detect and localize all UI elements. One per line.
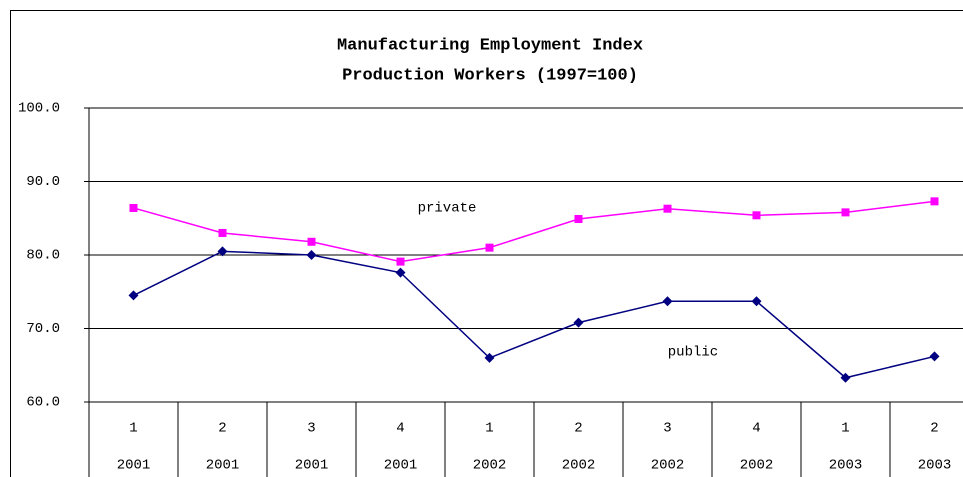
y-tick-label: 70.0	[26, 321, 60, 337]
x-group-label: 2003	[918, 458, 952, 474]
x-tick-label: 4	[396, 421, 404, 437]
point	[841, 208, 850, 217]
point	[307, 237, 316, 246]
y-tick-label: 90.0	[26, 174, 60, 190]
x-tick-label: 2	[218, 421, 226, 437]
point	[129, 203, 138, 212]
point	[840, 372, 851, 383]
point	[485, 243, 494, 252]
point	[752, 211, 761, 220]
series-label: private	[418, 201, 477, 217]
x-group-label: 2001	[117, 458, 151, 474]
point	[128, 290, 139, 301]
x-group-label: 2003	[829, 458, 863, 474]
chart-subtitle: Production Workers (1997=100)	[342, 66, 638, 85]
y-tick-label: 60.0	[26, 395, 60, 411]
point	[751, 296, 762, 307]
x-group-label: 2001	[206, 458, 240, 474]
x-group-label: 2001	[384, 458, 418, 474]
point	[930, 197, 939, 206]
x-tick-label: 3	[307, 421, 315, 437]
chart-title: Manufacturing Employment Index	[337, 36, 643, 55]
chart-frame	[10, 10, 963, 477]
point	[395, 267, 406, 278]
x-tick-label: 1	[841, 421, 849, 437]
point	[306, 250, 317, 260]
x-group-label: 2002	[651, 458, 685, 474]
x-tick-label: 1	[485, 421, 493, 437]
x-group-label: 2001	[295, 458, 329, 474]
series-line	[133, 250, 935, 379]
point	[573, 317, 584, 328]
x-group-label: 2002	[473, 458, 507, 474]
series-line	[133, 200, 935, 263]
point	[929, 351, 940, 362]
x-group-label: 2002	[562, 458, 596, 474]
series-label: public	[668, 345, 718, 361]
x-tick-label: 2	[930, 421, 938, 437]
x-tick-label: 3	[663, 421, 671, 437]
x-tick-label: 4	[752, 421, 760, 437]
point	[663, 204, 672, 213]
x-group-label: 2002	[740, 458, 774, 474]
point	[574, 214, 583, 223]
y-tick-label: 100.0	[18, 101, 60, 117]
x-tick-label: 1	[129, 421, 137, 437]
point	[662, 296, 673, 307]
point	[484, 352, 495, 363]
point	[396, 257, 405, 266]
y-tick-label: 80.0	[26, 248, 60, 264]
x-tick-label: 2	[574, 421, 582, 437]
point	[218, 228, 227, 237]
point	[217, 246, 228, 257]
